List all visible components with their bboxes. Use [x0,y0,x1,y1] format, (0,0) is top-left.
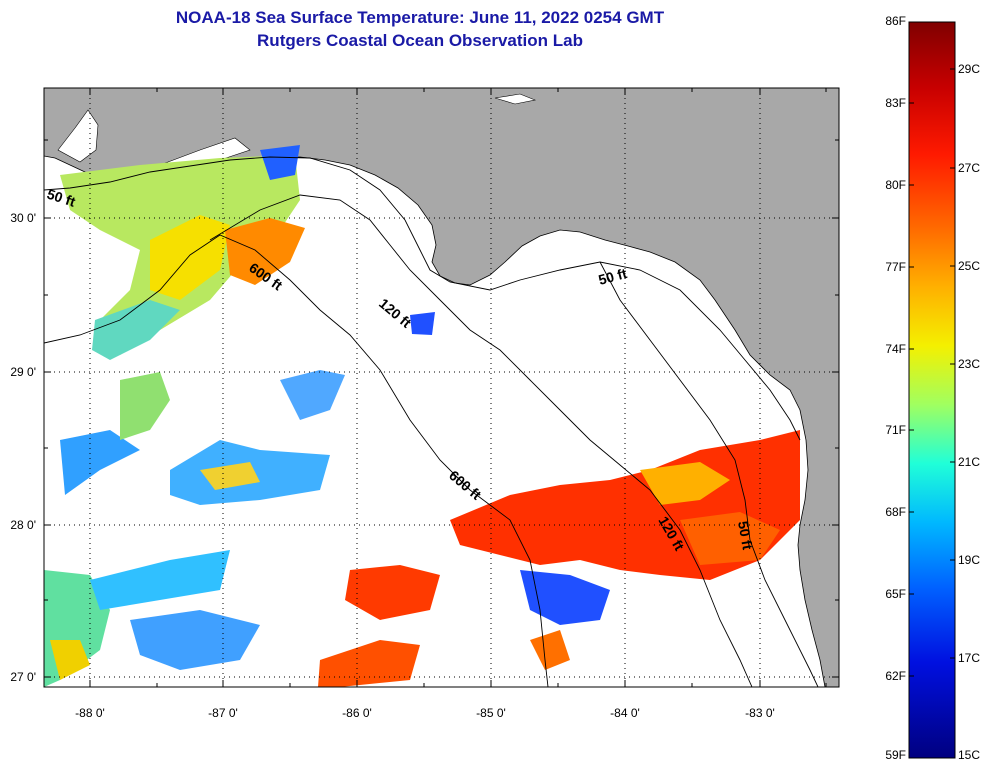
colorbar-c-label: 17C [958,651,981,665]
colorbar-ticks [909,68,955,677]
colorbar [908,21,956,759]
lon-label: -85 0' [476,706,506,720]
lon-label: -88 0' [75,706,105,720]
lat-label: 30 0' [10,211,36,225]
colorbar-f-label: 80F [885,178,906,192]
colorbar-c-label: 19C [958,553,981,567]
lon-label: -87 0' [208,706,238,720]
colorbar-f-label: 74F [885,342,906,356]
lat-label: 29 0' [10,365,36,379]
colorbar-c-label: 25C [958,259,981,273]
lat-label: 27 0' [10,670,36,684]
lon-label: -84 0' [610,706,640,720]
contour-label: 50 ft [735,520,756,551]
colorbar-c-label: 21C [958,455,981,469]
map-border [43,87,840,688]
lon-label: -86 0' [342,706,372,720]
sst-patches [44,145,800,687]
colorbar-f-label: 86F [885,14,906,28]
colorbar-c-label: 27C [958,161,981,175]
lon-label: -83 0' [745,706,775,720]
map-title: NOAA-18 Sea Surface Temperature: June 11… [175,8,665,27]
axis-ticks [44,88,839,687]
colorbar-f-label: 83F [885,96,906,110]
colorbar-c-label: 15C [958,748,981,762]
colorbar-f-label: 68F [885,505,906,519]
inland-lake [494,93,537,105]
colorbar-f-label: 62F [885,669,906,683]
colorbar-f-label: 59F [885,748,906,762]
colorbar-c-label: 29C [958,62,981,76]
lat-label: 28 0' [10,518,36,532]
colorbar-c-label: 23C [958,357,981,371]
contour-label: 50 ft [597,265,629,288]
colorbar-f-label: 65F [885,587,906,601]
colorbar-f-label: 77F [885,260,906,274]
bathymetry-contours [44,156,819,687]
map-subtitle: Rutgers Coastal Ocean Observation Lab [257,31,583,50]
mobile-bay [57,109,99,163]
colorbar-f-label: 71F [885,423,906,437]
